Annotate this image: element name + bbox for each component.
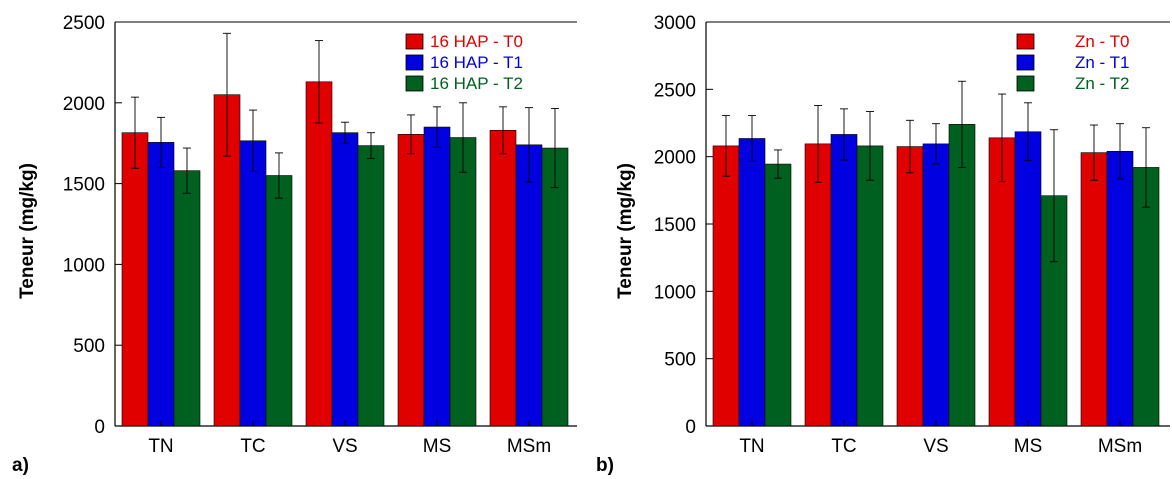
bar-msm-s3	[541, 147, 569, 427]
x-tick-label: TN	[148, 436, 173, 457]
bar-tn-s1	[121, 132, 149, 427]
bar-tn-s1	[712, 145, 740, 427]
bar-msm-s1	[489, 129, 517, 427]
y-tick-label: 2000	[654, 148, 696, 169]
bar-ms-s2	[1014, 131, 1042, 427]
y-tick-label: 1500	[654, 215, 696, 236]
bar-vs-s2	[922, 143, 950, 427]
bar-msm-s1	[1080, 152, 1108, 427]
y-axis-label: Teneur (mg/kg)	[615, 163, 636, 299]
y-tick-label: 1000	[654, 282, 696, 303]
y-tick-label: 2000	[63, 94, 105, 115]
panel-label: b)	[596, 455, 614, 476]
bar-ms-s3	[449, 137, 477, 427]
y-axis-label: Teneur (mg/kg)	[17, 163, 38, 299]
y-tick-label: 3000	[654, 13, 696, 34]
legend-label: 16 HAP - T2	[430, 74, 523, 93]
bar-vs-s2	[331, 132, 359, 427]
bar-vs-s3	[948, 124, 976, 427]
chart-panel-2: 0 500 1000 1500 2000 2500 3000 Teneur (mg/kg) b)…	[596, 13, 1170, 476]
x-tick-label: TC	[831, 436, 856, 457]
bar-tn-s2	[738, 138, 766, 427]
bar-vs-s1	[305, 81, 333, 427]
y-tick-label: 2500	[63, 13, 105, 34]
y-tick-label: 500	[73, 336, 105, 357]
bar-vs-s1	[896, 146, 924, 427]
chart-panel-1: 0 500 1000 1500 2000 2500 Teneur (mg/kg) a) TN TC…	[12, 13, 577, 476]
bar-tc-s3	[265, 175, 293, 427]
x-tick-label: TC	[240, 436, 265, 457]
legend-swatch	[1016, 33, 1035, 50]
legend-label: 16 HAP - T0	[430, 32, 523, 51]
y-tick-label: 0	[94, 417, 105, 438]
bar-tn-s3	[173, 170, 201, 427]
bar-ms-s2	[423, 126, 451, 427]
bar-tc-s3	[856, 145, 884, 427]
bar-ms-s1	[988, 137, 1016, 427]
x-tick-label: TN	[739, 436, 764, 457]
y-tick-label: 1000	[63, 255, 105, 276]
x-tick-label: MS	[1014, 436, 1043, 457]
bar-tn-s2	[147, 142, 175, 427]
legend-swatch	[1016, 54, 1035, 71]
bar-tc-s2	[239, 140, 267, 427]
bar-vs-s3	[357, 145, 385, 427]
legend-swatch	[405, 33, 424, 50]
legend-label: Zn - T0	[1075, 32, 1129, 51]
bar-tn-s3	[764, 163, 792, 427]
bar-msm-s2	[1106, 150, 1134, 427]
x-tick-label: MSm	[1098, 436, 1142, 457]
x-tick-label: VS	[923, 436, 948, 457]
bar-tc-s1	[804, 143, 832, 427]
legend-label: 16 HAP - T1	[430, 53, 523, 72]
legend-label: Zn - T2	[1075, 74, 1129, 93]
y-tick-label: 0	[685, 417, 696, 438]
y-tick-label: 1500	[63, 175, 105, 196]
bar-msm-s2	[515, 144, 543, 427]
bar-msm-s3	[1132, 167, 1160, 427]
legend-swatch	[405, 75, 424, 92]
x-tick-label: VS	[332, 436, 357, 457]
legend-swatch	[1016, 75, 1035, 92]
x-tick-label: MSm	[507, 436, 551, 457]
bar-ms-s1	[397, 134, 425, 427]
panel-label: a)	[12, 455, 29, 476]
legend-swatch	[405, 54, 424, 71]
y-tick-label: 2500	[654, 80, 696, 101]
y-tick-label: 500	[664, 350, 696, 371]
x-tick-label: MS	[423, 436, 452, 457]
bar-tc-s2	[830, 134, 858, 427]
legend-label: Zn - T1	[1075, 53, 1129, 72]
